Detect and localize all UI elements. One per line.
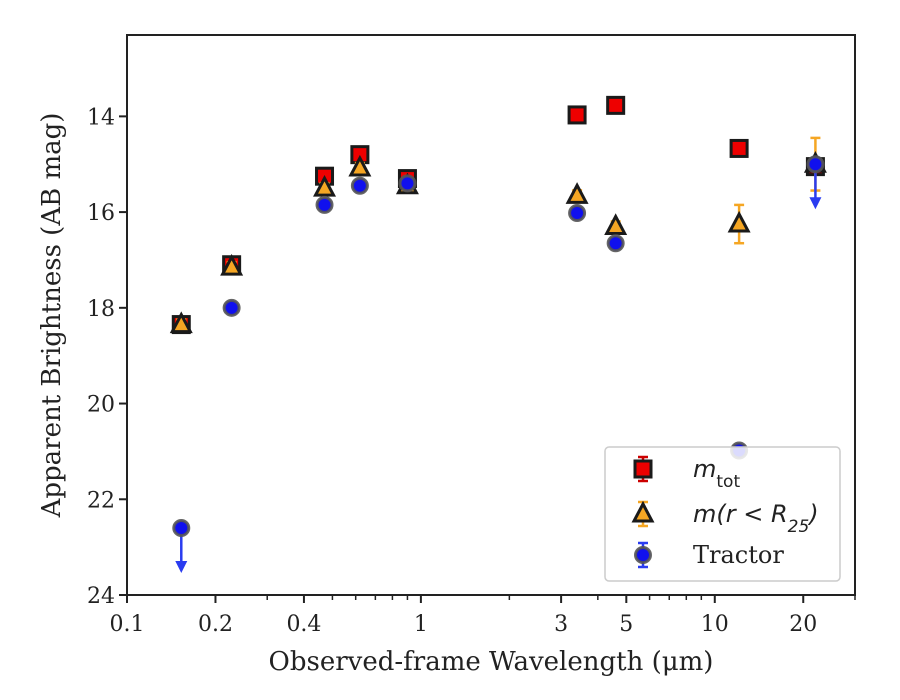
legend-label: m(r < R25) <box>693 500 819 537</box>
y-tick-label: 18 <box>87 297 115 322</box>
legend-label: Tractor <box>693 541 784 569</box>
data-point-square <box>606 95 626 115</box>
x-tick-label: 1 <box>414 612 428 637</box>
upper-limit-head <box>175 560 188 573</box>
series-triangle <box>169 136 827 334</box>
legend-label: mtot <box>693 455 740 492</box>
data-point-triangle <box>313 174 337 197</box>
legend-entry: Tractor <box>634 541 784 569</box>
axes: 14 16 18 20 22 24 0.1 0.2 0.4 1 3 5 10 20 <box>87 34 856 637</box>
x-tick-label: 0.2 <box>198 612 233 637</box>
y-axis-label: Apparent Brightness (AB mag) <box>37 113 67 519</box>
data-point-circle <box>606 234 625 253</box>
data-point-circle <box>172 518 191 537</box>
data-point-circle <box>350 176 369 195</box>
plot-frame <box>126 34 856 596</box>
data-point-circle <box>222 298 241 317</box>
data-point-circle <box>806 155 825 174</box>
x-tick-label: 0.4 <box>286 612 321 637</box>
legend-entry: mtot <box>633 455 740 492</box>
data-point-square <box>567 105 587 125</box>
y-tick-label: 20 <box>87 393 115 418</box>
data-point-triangle <box>565 182 589 204</box>
x-tick-label: 3 <box>554 612 568 637</box>
y-tick-label: 22 <box>87 488 115 513</box>
data-point-circle <box>568 204 587 223</box>
legend-entry: m(r < R25) <box>631 500 819 537</box>
legend-box <box>604 446 841 582</box>
x-tick-label: 10 <box>701 612 729 637</box>
legend: mtot m(r < R25) Tractor <box>604 446 841 582</box>
data-point-square <box>729 138 749 158</box>
series-square <box>171 95 825 335</box>
x-axis-label: Observed-frame Wavelength (μm) <box>269 647 714 677</box>
x-tick-label: 5 <box>619 612 633 637</box>
data-point-triangle <box>348 154 372 177</box>
data-point-triangle <box>727 210 751 233</box>
data-point-circle <box>315 195 334 214</box>
data-point-triangle <box>220 253 244 276</box>
data-point-triangle <box>604 213 628 235</box>
data-point-circle <box>398 174 417 193</box>
x-tick-label: 20 <box>789 612 817 637</box>
y-tick-label: 14 <box>87 105 115 130</box>
y-tick-label: 16 <box>87 201 115 226</box>
legend-marker-triangle <box>631 500 655 523</box>
data-point-triangle <box>169 311 193 334</box>
legend-marker-circle <box>634 546 652 564</box>
upper-limit-head <box>809 197 822 210</box>
y-tick-label: 24 <box>87 584 115 609</box>
legend-marker-square <box>633 459 653 479</box>
x-tick-label: 0.1 <box>110 612 145 637</box>
